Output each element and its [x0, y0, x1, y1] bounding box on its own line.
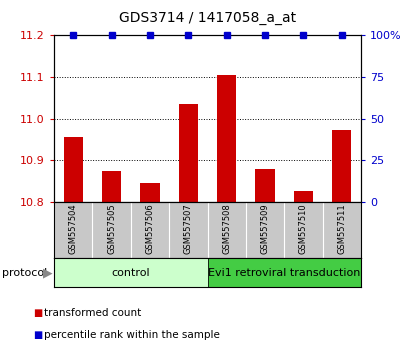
Text: ■: ■	[33, 330, 42, 339]
Text: transformed count: transformed count	[44, 308, 141, 318]
Text: percentile rank within the sample: percentile rank within the sample	[44, 330, 220, 339]
Text: control: control	[111, 268, 150, 278]
Bar	[179, 104, 198, 202]
Bar	[140, 183, 159, 202]
Bar	[256, 169, 275, 202]
Text: GSM557511: GSM557511	[337, 204, 347, 254]
Bar	[102, 171, 121, 202]
Text: ▶: ▶	[43, 267, 53, 280]
Bar	[208, 258, 361, 287]
Text: GSM557504: GSM557504	[68, 204, 78, 254]
Bar	[217, 75, 236, 202]
Text: GSM557505: GSM557505	[107, 204, 116, 254]
Text: GSM557507: GSM557507	[184, 204, 193, 254]
Bar	[294, 192, 313, 202]
Text: protocol: protocol	[2, 268, 47, 278]
Text: Evi1 retroviral transduction: Evi1 retroviral transduction	[208, 268, 361, 278]
Bar	[332, 130, 352, 202]
Bar	[54, 258, 208, 287]
Text: GDS3714 / 1417058_a_at: GDS3714 / 1417058_a_at	[119, 11, 296, 25]
Text: ■: ■	[33, 308, 42, 318]
Text: GSM557506: GSM557506	[145, 204, 154, 254]
Text: GSM557508: GSM557508	[222, 204, 231, 254]
Text: GSM557510: GSM557510	[299, 204, 308, 254]
Bar	[63, 137, 83, 202]
Text: GSM557509: GSM557509	[261, 204, 270, 254]
